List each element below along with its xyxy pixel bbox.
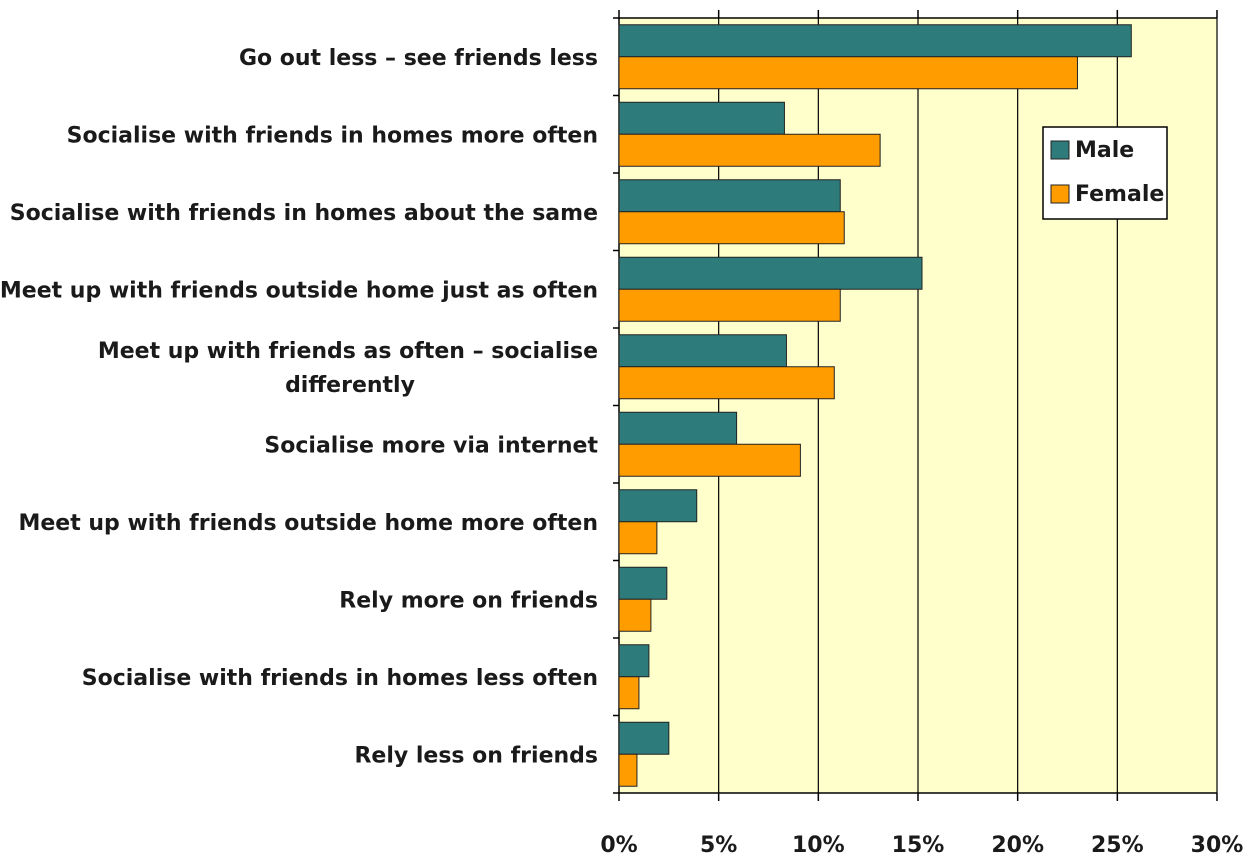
category-label: Meet up with friends as often – socialis…: [98, 339, 598, 364]
x-tick-label: 0%: [600, 833, 637, 858]
bar-female: [618, 753, 638, 787]
bar-female: [618, 598, 652, 632]
bar-female: [618, 366, 835, 400]
legend-swatch-female: [1050, 184, 1070, 204]
category-label: Rely more on friends: [339, 588, 598, 613]
bar-female: [618, 133, 881, 167]
x-tick-label: 15%: [892, 833, 945, 858]
legend-swatch-male: [1050, 140, 1070, 160]
category-label: Meet up with friends outside home just a…: [0, 278, 598, 303]
bar-female: [618, 56, 1078, 90]
x-tick-label: 20%: [991, 833, 1044, 858]
legend-label-female: Female: [1075, 182, 1164, 207]
bar-male: [618, 101, 785, 135]
x-tick-label: 25%: [1091, 833, 1144, 858]
bar-female: [618, 443, 801, 477]
x-tick-label: 10%: [792, 833, 845, 858]
bar-male: [618, 334, 787, 368]
category-label: Go out less – see friends less: [239, 46, 598, 71]
x-tick-label: 30%: [1191, 833, 1244, 858]
category-label: Meet up with friends outside home more o…: [18, 511, 598, 536]
bar-male: [618, 644, 650, 678]
category-label: Socialise with friends in homes about th…: [10, 201, 598, 226]
bar-female: [618, 676, 640, 710]
x-tick-label: 5%: [700, 833, 737, 858]
category-label: differently: [285, 373, 415, 398]
bar-male: [618, 489, 698, 523]
bar-male: [618, 411, 738, 445]
category-label: Socialise with friends in homes less oft…: [82, 666, 598, 691]
category-label: Socialise more via internet: [264, 433, 598, 458]
bar-female: [618, 521, 658, 555]
bar-male: [618, 721, 670, 755]
category-label: Socialise with friends in homes more oft…: [67, 123, 598, 148]
bar-male: [618, 24, 1132, 58]
legend-label-male: Male: [1075, 138, 1134, 163]
category-label: Rely less on friends: [354, 743, 598, 768]
bar-male: [618, 566, 668, 600]
bar-female: [618, 288, 841, 322]
bar-female: [618, 211, 845, 245]
bar-male: [618, 256, 923, 290]
bar-male: [618, 179, 841, 213]
